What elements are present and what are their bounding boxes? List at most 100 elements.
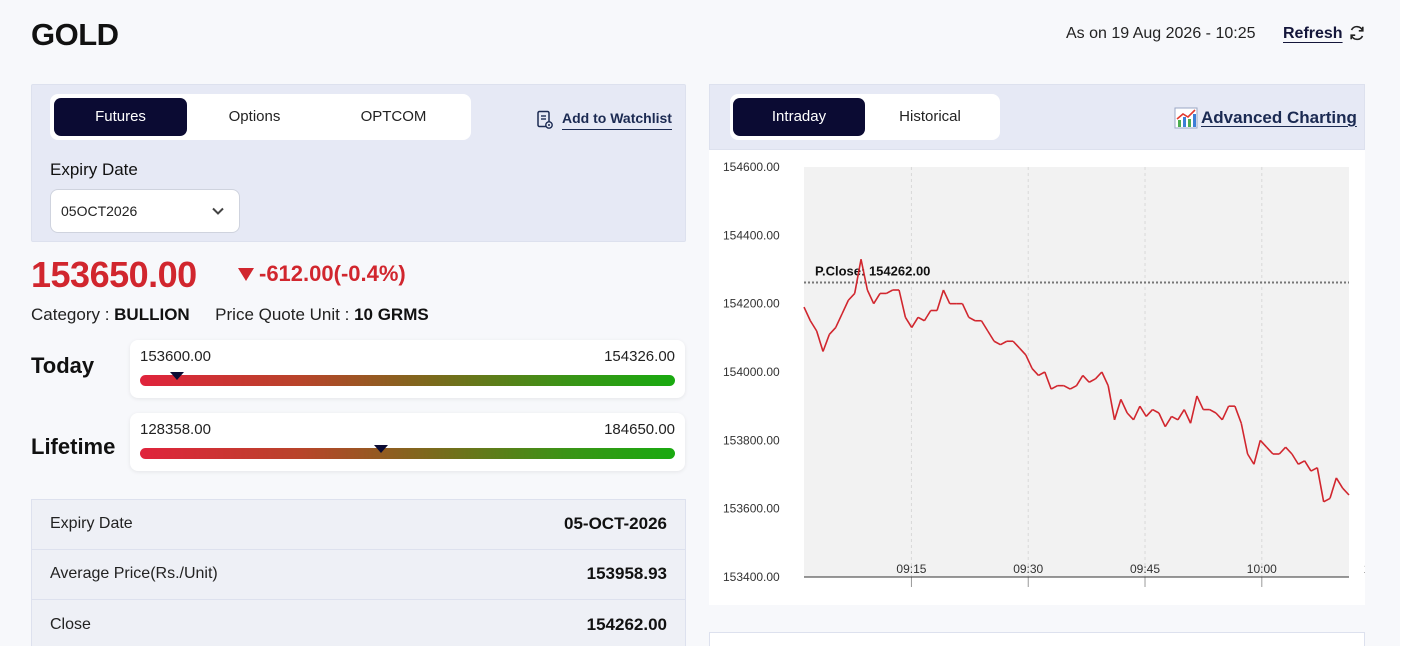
table-row: Expiry Date 05-OCT-2026 xyxy=(32,500,685,550)
tab-futures[interactable]: Futures xyxy=(54,98,187,136)
advanced-charting-link[interactable]: Advanced Charting xyxy=(1201,108,1357,127)
row-value: 05-OCT-2026 xyxy=(564,514,667,533)
price-line-segment xyxy=(1038,371,1046,377)
tab-options[interactable]: Options xyxy=(228,108,281,125)
price-line-segment xyxy=(1000,340,1008,346)
price-line-segment xyxy=(1266,446,1274,455)
last-price: 153650.00 xyxy=(31,254,197,295)
price-line-segment xyxy=(1221,405,1230,421)
tab-optcom[interactable]: OPTCOM xyxy=(360,108,427,125)
price-line-segment xyxy=(1234,405,1243,424)
price-line-segment xyxy=(942,289,951,305)
previous-close-label: P.Close: 154262.00 xyxy=(815,263,930,278)
lifetime-range-marker xyxy=(373,445,388,453)
category-label: Category : xyxy=(31,305,115,324)
price-line-segment xyxy=(1088,378,1096,383)
price-line-segment xyxy=(1101,371,1109,387)
expiry-date-label: Expiry Date xyxy=(50,160,138,179)
today-range-bar xyxy=(140,375,675,386)
price-line-segment xyxy=(1107,385,1116,420)
x-tick-label: 09:15 xyxy=(896,562,926,576)
price-line-segment xyxy=(1145,409,1154,417)
lifetime-range-label: Lifetime xyxy=(31,434,116,459)
refresh-link[interactable]: Refresh xyxy=(1283,25,1343,42)
price-line-segment xyxy=(1132,405,1141,421)
price-line-segment xyxy=(1126,412,1135,421)
watchlist-icon[interactable] xyxy=(536,110,554,130)
expiry-date-select[interactable]: 05OCT2026 xyxy=(50,189,240,233)
table-row: Average Price(Rs./Unit) 153958.93 xyxy=(32,550,685,600)
lifetime-range-card: 128358.00 184650.00 xyxy=(130,413,685,471)
contract-details-table: Expiry Date 05-OCT-2026 Average Price(Rs… xyxy=(31,499,686,646)
add-to-watchlist-link[interactable]: Add to Watchlist xyxy=(562,110,672,130)
price-line-segment xyxy=(898,289,907,318)
price-line-segment xyxy=(834,313,843,328)
price-line-segment xyxy=(1246,453,1255,465)
tab-historical[interactable]: Historical xyxy=(899,108,961,125)
row-key: Expiry Date xyxy=(50,515,133,532)
price-line-segment xyxy=(1152,408,1160,414)
row-value: 154262.00 xyxy=(586,615,667,634)
price-line-segment xyxy=(873,292,881,305)
price-line-segment xyxy=(886,289,894,295)
price-line-segment xyxy=(968,316,976,322)
price-change: -612.00(-0.4%) xyxy=(259,261,406,286)
price-line-segment xyxy=(1291,453,1299,465)
price-line-segment xyxy=(1215,412,1223,421)
intraday-chart: 09:15 09:30 09:45 10:00 10:15 154600.00 154400… xyxy=(709,150,1394,605)
price-line-segment xyxy=(1310,466,1318,472)
expiry-date-value: 05OCT2026 xyxy=(61,203,138,219)
price-line-segment xyxy=(1012,340,1021,349)
y-tick-label: 154200.00 xyxy=(723,297,780,311)
price-line-segment xyxy=(1297,460,1306,465)
price-line-segment xyxy=(1335,477,1344,489)
price-line-segment xyxy=(1044,371,1052,390)
price-line-segment xyxy=(904,316,913,329)
price-line-segment xyxy=(1323,497,1331,503)
price-line-segment xyxy=(815,330,824,352)
price-line-segment xyxy=(1209,408,1217,414)
price-quote-unit-label: Price Quote Unit : xyxy=(215,305,355,324)
price-line-segment xyxy=(1196,395,1204,410)
page-title: GOLD xyxy=(31,17,119,52)
price-line-segment xyxy=(860,259,869,291)
tab-intraday[interactable]: Intraday xyxy=(733,98,865,136)
price-line-segment xyxy=(1189,395,1198,424)
price-line-segment xyxy=(1171,415,1179,421)
price-line-segment xyxy=(911,316,919,329)
contract-meta: Category : BULLION Price Quote Unit : 10… xyxy=(31,305,429,325)
price-line-segment xyxy=(828,327,837,335)
chevron-down-icon xyxy=(212,207,224,215)
price-line-segment xyxy=(993,340,1001,346)
instrument-tabs: Futures Options OPTCOM xyxy=(50,94,471,140)
market-depth-card xyxy=(709,632,1365,646)
price-line-segment xyxy=(1240,423,1249,455)
price-line-segment xyxy=(961,303,970,318)
price-line-segment xyxy=(923,310,932,322)
chart-header-panel: Intraday Historical Advanced Charting xyxy=(709,84,1365,150)
price-line-segment xyxy=(853,259,862,294)
price-line-segment xyxy=(1158,412,1166,428)
advanced-charting-icon[interactable] xyxy=(1174,107,1198,129)
row-key: Close xyxy=(50,616,91,633)
price-line-segment xyxy=(847,292,856,301)
refresh-icon[interactable] xyxy=(1348,24,1366,42)
y-tick-label: 154000.00 xyxy=(723,365,780,379)
price-line-segment xyxy=(917,316,925,322)
price-line-segment xyxy=(841,299,850,315)
price-line-segment xyxy=(1303,460,1312,472)
price-line-segment xyxy=(1113,399,1122,421)
price-line-segment xyxy=(1069,384,1077,390)
x-tick-label: 10:15 xyxy=(1364,562,1365,576)
lifetime-low: 128358.00 xyxy=(140,421,211,438)
today-high: 154326.00 xyxy=(604,348,675,365)
price-line-segment xyxy=(1025,354,1033,369)
today-low: 153600.00 xyxy=(140,348,211,365)
price-line-segment xyxy=(803,306,812,322)
price-line-segment xyxy=(1316,467,1325,502)
today-range-label: Today xyxy=(31,353,95,378)
price-line-segment xyxy=(809,320,818,332)
contract-selector-panel: Futures Options OPTCOM Add to Watchlist … xyxy=(31,84,686,242)
row-key: Average Price(Rs./Unit) xyxy=(50,565,218,582)
